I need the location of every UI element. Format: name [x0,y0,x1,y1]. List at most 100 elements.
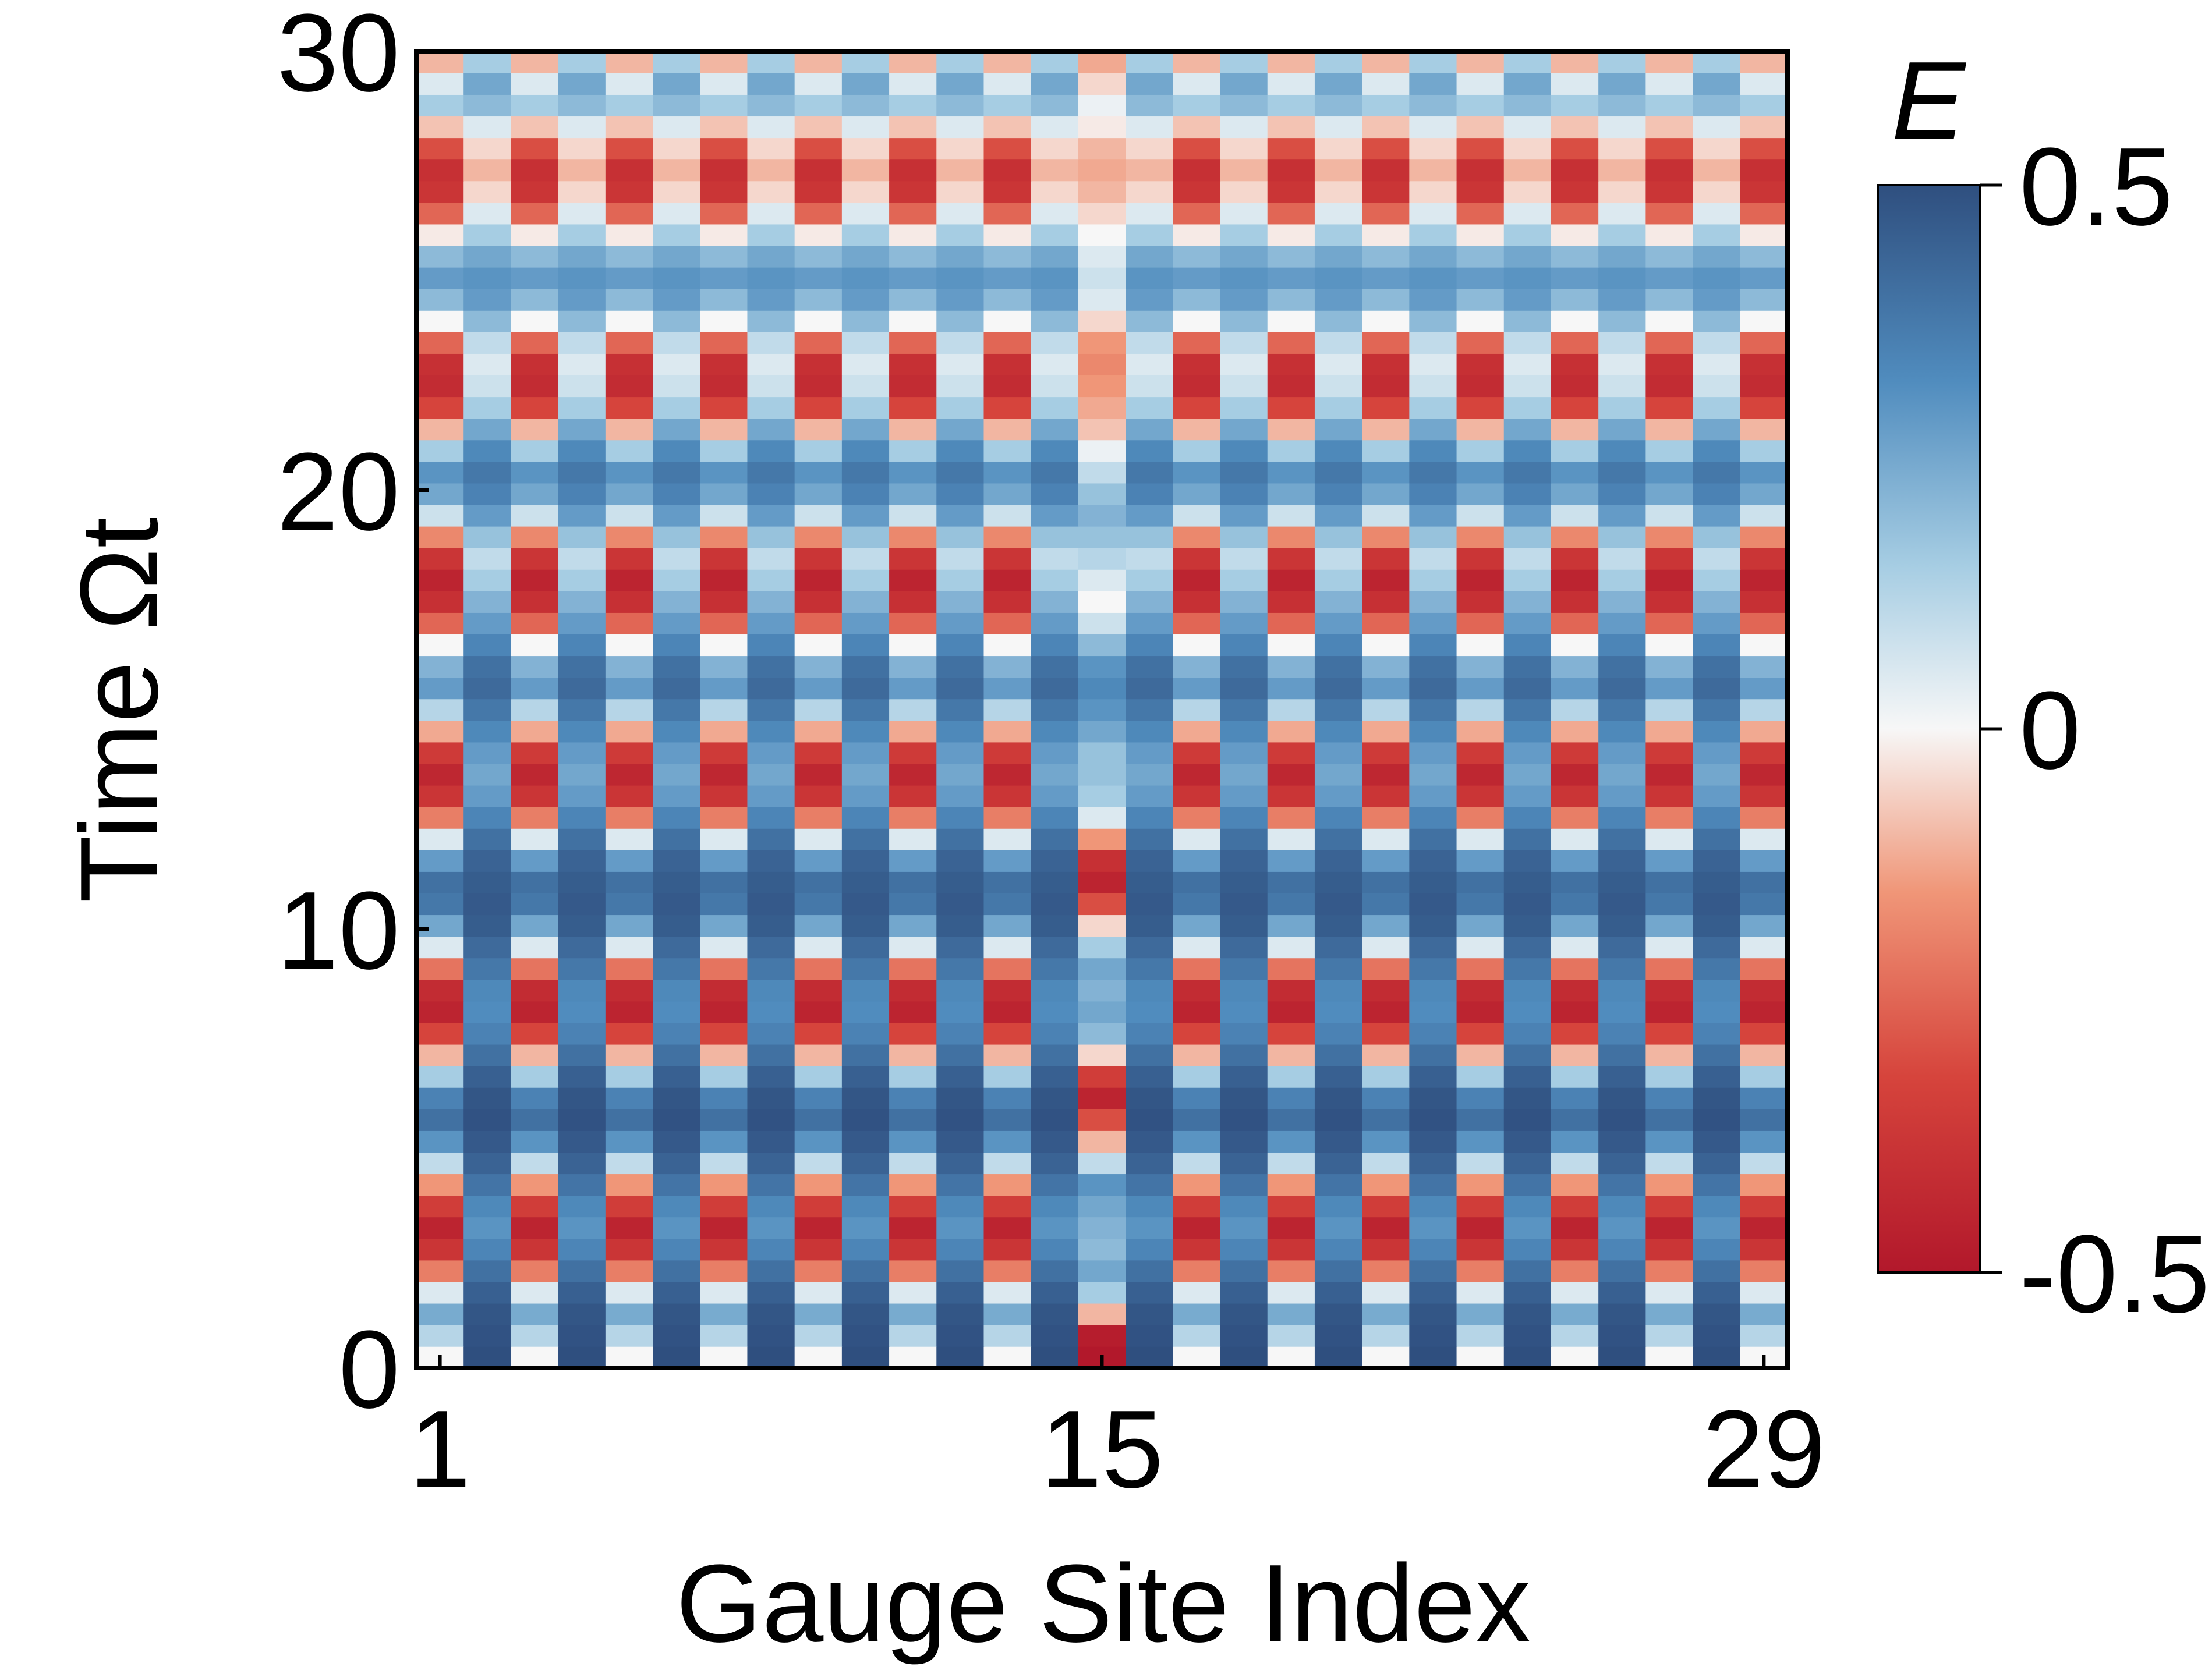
heatmap-cell [605,1087,653,1109]
heatmap-cell [936,526,985,548]
heatmap-cell [794,483,843,505]
heatmap-cell [1078,1130,1126,1153]
heatmap-cell [1314,1022,1362,1045]
heatmap-cell [747,1260,795,1282]
heatmap-cell [1740,1238,1788,1261]
heatmap-cell [1314,439,1362,462]
heatmap-cell [1173,871,1221,893]
heatmap-cell [463,914,512,937]
heatmap-cell [794,159,843,182]
heatmap-cell [700,396,748,419]
heatmap-cell [841,914,890,937]
heatmap-cell [747,742,795,764]
heatmap-cell [1362,1065,1410,1088]
x-axis-title: Gauge Site Index [676,1542,1531,1665]
heatmap-cell [1645,1195,1694,1218]
heatmap-cell [936,1087,985,1109]
heatmap-cell [653,871,701,893]
heatmap-cell [1551,245,1599,268]
heatmap-cell [1362,1173,1410,1196]
heatmap-cell [936,1238,985,1261]
heatmap-cell [1220,73,1268,95]
heatmap-cell [1456,893,1505,916]
heatmap-cell [1173,569,1221,591]
heatmap-cell [605,1152,653,1175]
heatmap-cell [700,332,748,354]
heatmap-cell [1645,159,1694,182]
heatmap-cell [653,1303,701,1325]
heatmap-cell [463,785,512,807]
heatmap-cell [1031,202,1079,225]
heatmap-cell [700,526,748,548]
heatmap-cell [1126,547,1174,570]
heatmap-cell [1409,806,1457,829]
heatmap-cell [936,51,985,73]
heatmap-cell [463,806,512,829]
heatmap-cell [1693,979,1741,1002]
heatmap-cell [1598,396,1647,419]
heatmap-cell [1078,483,1126,505]
heatmap-cell [1220,1260,1268,1282]
heatmap-cell [558,1173,606,1196]
heatmap-cell [653,1173,701,1196]
heatmap-cell [936,1217,985,1239]
heatmap-cell [653,202,701,225]
heatmap-cell [1645,591,1694,613]
heatmap-cell [1267,914,1315,937]
heatmap-cell [1693,1044,1741,1066]
heatmap-cell [1267,1195,1315,1218]
heatmap-cell [983,828,1032,850]
heatmap-cell [1126,850,1174,872]
heatmap-cell [1740,245,1788,268]
heatmap-cell [558,224,606,246]
heatmap-cell [511,94,559,117]
heatmap-cell [653,332,701,354]
heatmap-cell [511,483,559,505]
heatmap-cell [1740,591,1788,613]
heatmap-cell [936,763,985,786]
heatmap-cell [463,828,512,850]
heatmap-cell [1267,936,1315,959]
colorbar-ticks: 0.50-0.5 [1980,125,2210,1336]
heatmap-cell [1740,828,1788,850]
heatmap-cell [558,850,606,872]
heatmap-cell [1362,137,1410,160]
heatmap-cell [794,936,843,959]
heatmap-cell [936,332,985,354]
heatmap-cell [983,1217,1032,1239]
heatmap-cell [416,1324,465,1347]
heatmap-cell [416,396,465,419]
heatmap-cell [1503,720,1552,743]
heatmap-cell [1078,677,1126,700]
heatmap-cell [1503,634,1552,657]
heatmap-cell [1598,677,1647,700]
heatmap-cell [1314,137,1362,160]
heatmap-cell [653,1238,701,1261]
heatmap-cell [889,202,937,225]
heatmap-cell [1173,353,1221,376]
heatmap-cell [511,936,559,959]
heatmap-cell [1173,1152,1221,1175]
heatmap-cell [1362,116,1410,139]
heatmap-cell [1693,806,1741,829]
heatmap-cell [605,871,653,893]
heatmap-cell [747,850,795,872]
heatmap-cell [1409,569,1457,591]
heatmap-cell [936,612,985,635]
heatmap-cell [1693,1260,1741,1282]
heatmap-cell [1503,1087,1552,1109]
heatmap-cell [1031,914,1079,937]
heatmap-cell [511,850,559,872]
heatmap-cell [794,655,843,678]
heatmap-cell [1693,1087,1741,1109]
heatmap-cell [936,137,985,160]
heatmap-cell [1503,547,1552,570]
heatmap-cell [1314,763,1362,786]
heatmap-cell [841,936,890,959]
heatmap-cell [653,310,701,332]
heatmap-cell [1551,720,1599,743]
heatmap-cell [794,353,843,376]
heatmap-cell [983,742,1032,764]
heatmap-cell [1409,828,1457,850]
heatmap-cell [1362,1001,1410,1023]
